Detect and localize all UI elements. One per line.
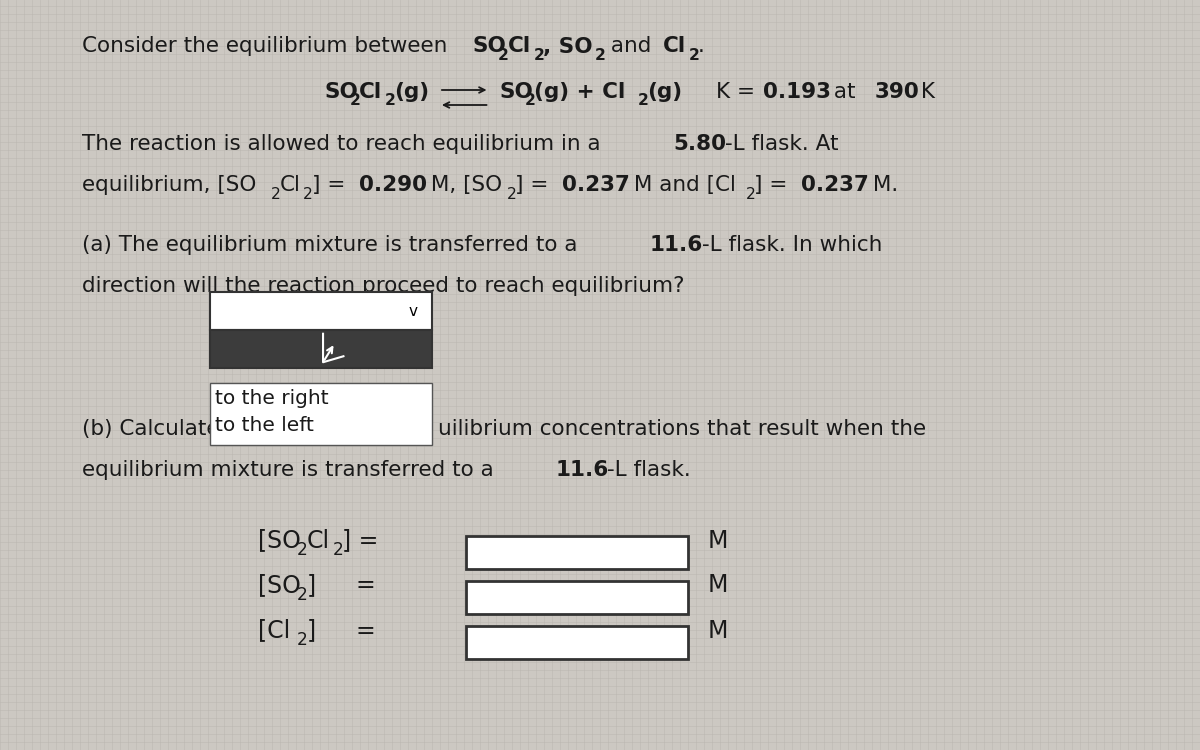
Text: uilibrium concentrations that result when the: uilibrium concentrations that result whe… — [438, 419, 926, 439]
Text: 2: 2 — [506, 187, 516, 202]
Text: (b) Calculate: (b) Calculate — [82, 419, 220, 439]
Text: 2: 2 — [524, 93, 535, 108]
Text: ]: ] — [306, 574, 316, 598]
Text: .: . — [698, 37, 704, 56]
Text: M and [Cl: M and [Cl — [628, 176, 736, 195]
Bar — [210, 292, 432, 330]
Text: -L flask. At: -L flask. At — [725, 134, 839, 154]
Text: 2: 2 — [332, 541, 343, 559]
Text: and: and — [604, 37, 658, 56]
Text: equilibrium, [SO: equilibrium, [SO — [82, 176, 256, 195]
Text: 2: 2 — [296, 541, 308, 559]
Text: 2: 2 — [533, 48, 544, 63]
Text: Cl: Cl — [662, 37, 686, 56]
Text: 2: 2 — [296, 631, 308, 649]
Text: ] =: ] = — [754, 176, 794, 195]
Text: 2: 2 — [745, 187, 755, 202]
Text: 2: 2 — [594, 48, 605, 63]
Text: Cl: Cl — [280, 176, 300, 195]
Text: SO: SO — [473, 37, 506, 56]
Text: 2: 2 — [350, 93, 361, 108]
Text: 2: 2 — [304, 187, 313, 202]
Text: -L flask.: -L flask. — [607, 460, 691, 480]
Text: 0.237: 0.237 — [563, 176, 630, 195]
Text: [Cl: [Cl — [258, 619, 290, 643]
Text: M.: M. — [866, 176, 898, 195]
Text: =: = — [355, 619, 376, 643]
Text: 2: 2 — [385, 93, 396, 108]
Text: (g): (g) — [647, 82, 682, 101]
Text: K =: K = — [715, 82, 762, 101]
Text: equilibrium mixture is transferred to a: equilibrium mixture is transferred to a — [82, 460, 500, 480]
Text: 5.80: 5.80 — [673, 134, 727, 154]
Text: 0.290: 0.290 — [359, 176, 427, 195]
Text: (a) The equilibrium mixture is transferred to a: (a) The equilibrium mixture is transferr… — [82, 236, 584, 255]
Text: =: = — [355, 574, 376, 598]
Text: 2: 2 — [498, 48, 509, 63]
Bar — [466, 581, 688, 614]
Text: M: M — [708, 529, 728, 553]
Text: to the left: to the left — [215, 416, 313, 435]
Text: ] =: ] = — [312, 176, 352, 195]
Text: M: M — [708, 574, 728, 598]
Bar — [466, 626, 688, 659]
Text: , SO: , SO — [542, 37, 593, 56]
Text: at: at — [828, 82, 863, 101]
Text: 2: 2 — [689, 48, 700, 63]
Text: (g): (g) — [395, 82, 430, 101]
Text: ]: ] — [306, 619, 316, 643]
Text: 2: 2 — [271, 187, 281, 202]
Text: 0.193: 0.193 — [763, 82, 830, 101]
Text: 11.6: 11.6 — [650, 236, 703, 255]
Text: to the right: to the right — [215, 388, 329, 407]
Text: ] =: ] = — [342, 529, 378, 553]
Text: [SO: [SO — [258, 529, 301, 553]
Text: 390: 390 — [875, 82, 919, 101]
Text: Consider the equilibrium between: Consider the equilibrium between — [82, 37, 454, 56]
Text: M, [SO: M, [SO — [424, 176, 502, 195]
Text: The reaction is allowed to reach equilibrium in a: The reaction is allowed to reach equilib… — [82, 134, 607, 154]
Text: Cl: Cl — [359, 82, 383, 101]
Text: Cl: Cl — [508, 37, 530, 56]
Bar — [210, 383, 432, 445]
Text: SO: SO — [499, 82, 533, 101]
Text: ] =: ] = — [515, 176, 556, 195]
Text: (g) + Cl: (g) + Cl — [534, 82, 625, 101]
Text: K: K — [913, 82, 935, 101]
Text: Cl: Cl — [306, 529, 330, 553]
Text: v: v — [408, 304, 418, 319]
Text: 11.6: 11.6 — [556, 460, 608, 480]
Text: 0.237: 0.237 — [802, 176, 869, 195]
Text: M: M — [708, 619, 728, 643]
Text: 2: 2 — [637, 93, 648, 108]
Text: [SO: [SO — [258, 574, 301, 598]
Text: direction will the reaction proceed to reach equilibrium?: direction will the reaction proceed to r… — [82, 277, 684, 296]
Bar — [466, 536, 688, 569]
Text: SO: SO — [324, 82, 358, 101]
Bar — [210, 330, 432, 368]
Text: 2: 2 — [296, 586, 308, 604]
Text: -L flask. In which: -L flask. In which — [702, 236, 882, 255]
